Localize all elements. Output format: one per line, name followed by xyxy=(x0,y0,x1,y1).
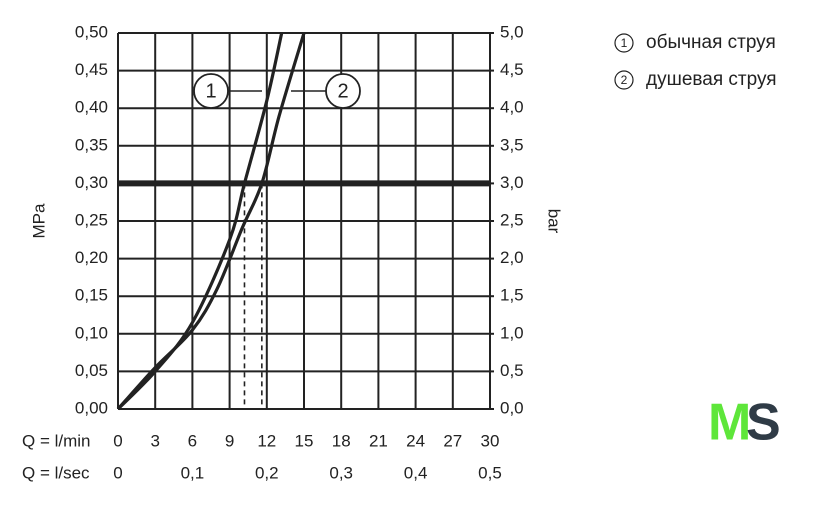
x2-tick-label: 0,3 xyxy=(329,463,353,482)
x2-tick-label: 0,2 xyxy=(255,463,279,482)
legend-circle xyxy=(614,33,634,53)
legend-number: 1 xyxy=(621,36,628,50)
y-tick-label: 0,05 xyxy=(75,361,108,380)
callout-label: 2 xyxy=(337,80,348,102)
legend-number: 2 xyxy=(621,73,628,87)
y2-tick-label: 1,0 xyxy=(500,323,524,342)
x-tick-label: 18 xyxy=(332,431,351,450)
x-axis-label: Q = l/min xyxy=(22,431,91,450)
y2-tick-label: 5,0 xyxy=(500,22,524,41)
callout-circle xyxy=(325,73,361,109)
x2-tick-label: 0,4 xyxy=(404,463,428,482)
legend-label: обычная струя xyxy=(646,32,776,53)
y-tick-label: 0,20 xyxy=(75,248,108,267)
x-tick-label: 0 xyxy=(113,431,122,450)
y-tick-label: 0,15 xyxy=(75,286,108,305)
legend-label: душевая струя xyxy=(646,69,777,90)
y2-tick-label: 2,0 xyxy=(500,248,524,267)
x-tick-label: 15 xyxy=(295,431,314,450)
y-tick-label: 0,45 xyxy=(75,60,108,79)
x2-tick-label: 0,1 xyxy=(181,463,205,482)
y-tick-label: 0,50 xyxy=(75,22,108,41)
x-tick-label: 30 xyxy=(481,431,500,450)
logo: M S xyxy=(708,394,781,452)
x-tick-label: 12 xyxy=(257,431,276,450)
x2-tick-label: 0 xyxy=(113,463,122,482)
y2-tick-label: 2,5 xyxy=(500,210,524,229)
y-tick-label: 0,40 xyxy=(75,98,108,117)
callout-label: 1 xyxy=(205,80,216,102)
y-tick-label: 0,25 xyxy=(75,210,108,229)
logo-m: M xyxy=(708,394,748,452)
y2-tick-label: 3,0 xyxy=(500,173,524,192)
y-axis-label: MPa xyxy=(29,203,48,239)
y2-tick-label: 4,0 xyxy=(500,98,524,117)
series-line xyxy=(116,32,284,411)
y-tick-label: 0,00 xyxy=(75,398,108,417)
x-tick-label: 24 xyxy=(406,431,425,450)
y2-tick-label: 0,0 xyxy=(500,398,524,417)
x2-axis-label: Q = l/sec xyxy=(22,463,90,482)
x2-tick-label: 0,5 xyxy=(478,463,502,482)
y-tick-label: 0,35 xyxy=(75,135,108,154)
callout-circle xyxy=(193,73,229,109)
series-line xyxy=(116,32,306,411)
x-tick-label: 21 xyxy=(369,431,388,450)
y-tick-label: 0,30 xyxy=(75,173,108,192)
x-tick-label: 27 xyxy=(443,431,462,450)
y2-tick-label: 0,5 xyxy=(500,361,524,380)
legend-circle xyxy=(614,70,634,90)
y2-tick-label: 1,5 xyxy=(500,286,524,305)
y2-tick-label: 3,5 xyxy=(500,135,524,154)
x-tick-label: 9 xyxy=(225,431,234,450)
x-tick-label: 3 xyxy=(150,431,159,450)
y2-tick-label: 4,5 xyxy=(500,60,524,79)
logo-s: S xyxy=(746,394,781,452)
y2-axis-label: bar xyxy=(545,209,564,234)
x-tick-label: 6 xyxy=(188,431,197,450)
y-tick-label: 0,10 xyxy=(75,323,108,342)
